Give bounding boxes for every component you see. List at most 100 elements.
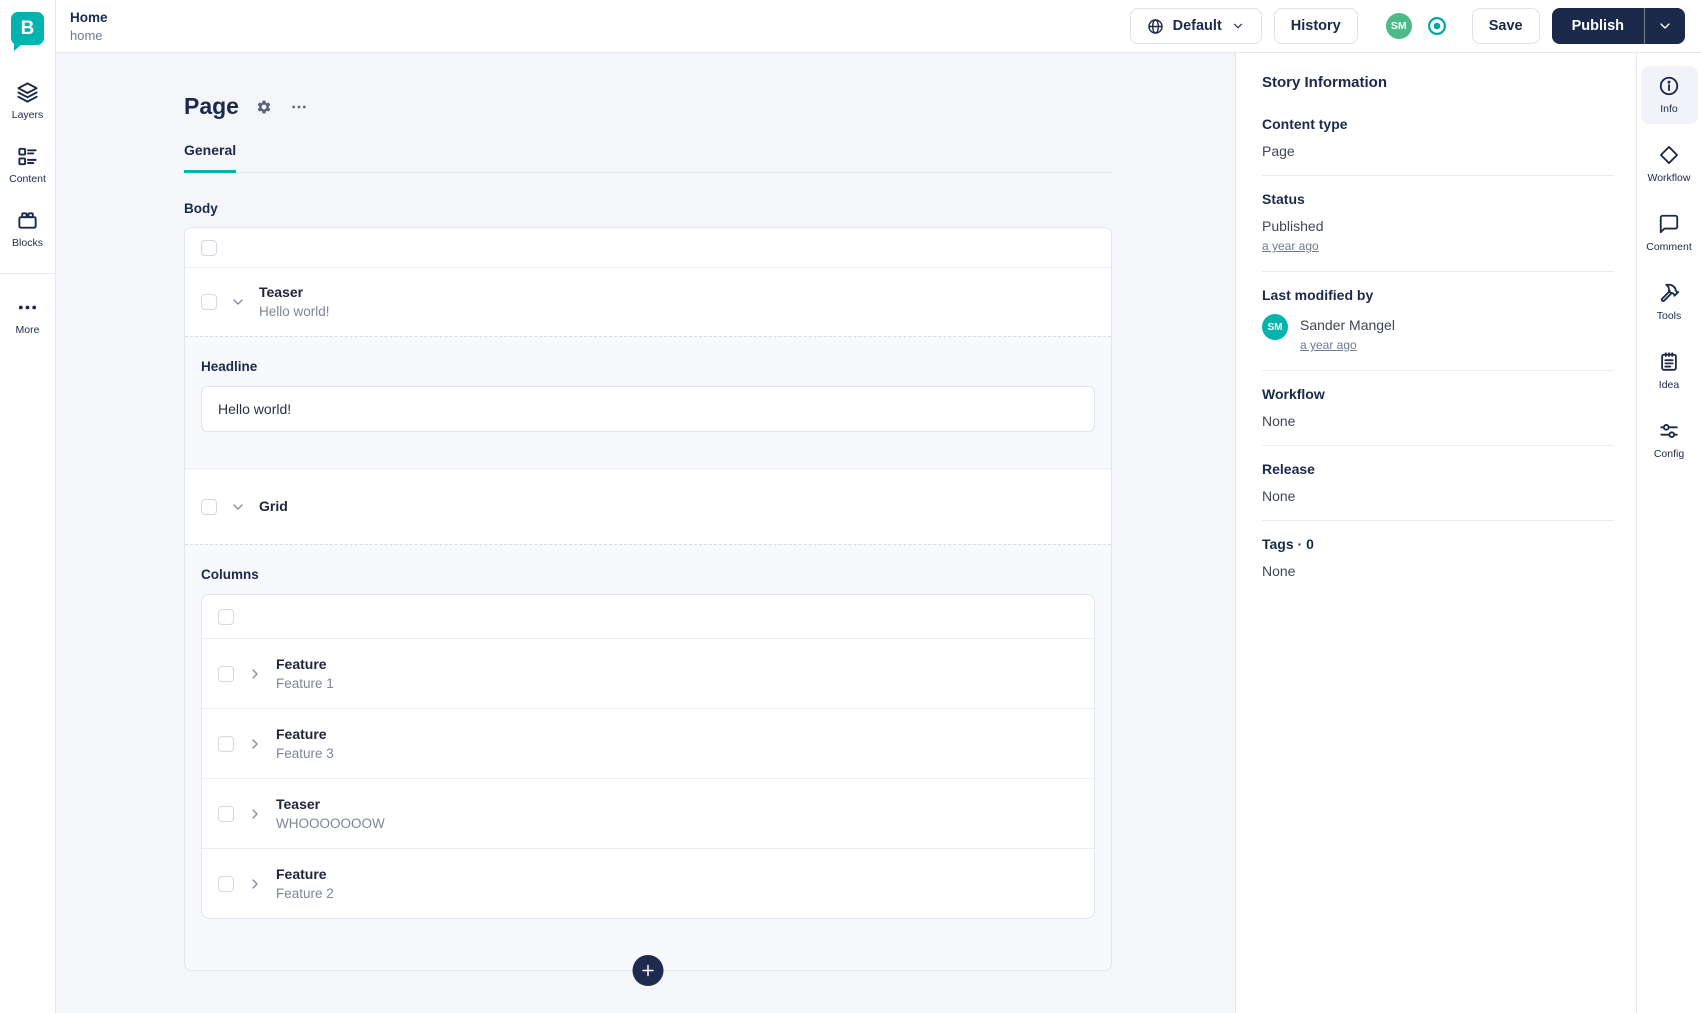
story-title: Home bbox=[70, 9, 108, 25]
columns-blocks-card: Feature Feature 1 Feature Feature 3 bbox=[201, 594, 1095, 919]
column-block-row[interactable]: Feature Feature 1 bbox=[202, 638, 1094, 708]
status-value: Published bbox=[1262, 218, 1324, 234]
comment-bubble-icon bbox=[1658, 213, 1680, 235]
panel-tab-label: Workflow bbox=[1647, 172, 1691, 184]
page-more-options-button[interactable] bbox=[289, 97, 309, 117]
editor-area: Page General Body Teaser Hello world! bbox=[56, 53, 1235, 1013]
workflow-diamond-icon bbox=[1658, 144, 1680, 166]
select-all-checkbox[interactable] bbox=[218, 608, 234, 625]
globe-icon bbox=[1147, 18, 1164, 35]
sidebar-item-blocks[interactable]: Blocks bbox=[0, 205, 55, 253]
add-block-button[interactable] bbox=[632, 955, 664, 986]
presence-indicator-icon[interactable] bbox=[1426, 15, 1448, 37]
page-settings-button[interactable] bbox=[254, 97, 274, 117]
block-checkbox[interactable] bbox=[218, 665, 234, 682]
publish-divider bbox=[1644, 8, 1645, 44]
language-selector-label: Default bbox=[1172, 18, 1222, 34]
block-checkbox[interactable] bbox=[218, 805, 234, 822]
block-type: Grid bbox=[259, 498, 288, 515]
config-sliders-icon bbox=[1658, 420, 1680, 442]
content-list-icon bbox=[16, 145, 39, 168]
panel-divider bbox=[1262, 175, 1614, 176]
right-sidebar: Info Workflow Comment Tools Idea Config bbox=[1636, 53, 1701, 1013]
last-modified-label: Last modified by bbox=[1262, 287, 1374, 303]
sidebar-divider bbox=[0, 273, 55, 274]
headline-input[interactable] bbox=[201, 386, 1095, 432]
chevron-right-icon[interactable] bbox=[247, 736, 263, 752]
column-block-row[interactable]: Teaser WHOOOOOOOW bbox=[202, 778, 1094, 848]
idea-notepad-icon bbox=[1658, 351, 1680, 373]
gear-icon bbox=[256, 99, 272, 115]
panel-tab-label: Tools bbox=[1656, 310, 1682, 322]
publish-options-button[interactable] bbox=[1645, 8, 1685, 44]
sidebar-item-layers[interactable]: Layers bbox=[0, 77, 55, 125]
chevron-down-icon[interactable] bbox=[230, 499, 246, 515]
editor-tabs: General bbox=[184, 142, 1112, 173]
info-icon bbox=[1658, 75, 1680, 97]
grid-expanded-section: Columns Feature Feature 1 bbox=[185, 544, 1111, 970]
history-button[interactable]: History bbox=[1273, 8, 1358, 44]
panel-tab-comment[interactable]: Comment bbox=[1641, 204, 1698, 262]
modifier-avatar: SM bbox=[1262, 314, 1288, 340]
panel-tab-idea[interactable]: Idea bbox=[1641, 342, 1698, 400]
chevron-right-icon[interactable] bbox=[247, 876, 263, 892]
panel-tab-tools[interactable]: Tools bbox=[1641, 273, 1698, 331]
content-type-value: Page bbox=[1262, 143, 1295, 159]
select-all-checkbox[interactable] bbox=[201, 239, 217, 256]
block-row-grid[interactable]: Grid bbox=[185, 468, 1111, 544]
save-button[interactable]: Save bbox=[1471, 8, 1540, 44]
panel-tab-config[interactable]: Config bbox=[1641, 411, 1698, 469]
release-value: None bbox=[1262, 488, 1296, 504]
chevron-right-icon[interactable] bbox=[247, 666, 263, 682]
panel-divider bbox=[1262, 520, 1614, 521]
column-block-row[interactable]: Feature Feature 2 bbox=[202, 848, 1094, 918]
block-preview: WHOOOOOOOW bbox=[276, 815, 385, 831]
block-checkbox[interactable] bbox=[218, 735, 234, 752]
workflow-value: None bbox=[1262, 413, 1296, 429]
story-information-panel: Story Information Content type Page Stat… bbox=[1235, 53, 1636, 1013]
sidebar-item-label: Layers bbox=[11, 109, 44, 121]
block-type: Teaser bbox=[259, 284, 304, 301]
ellipsis-icon bbox=[291, 99, 307, 115]
block-checkbox[interactable] bbox=[218, 875, 234, 892]
publish-button[interactable]: Publish bbox=[1551, 8, 1644, 44]
chevron-right-icon[interactable] bbox=[247, 806, 263, 822]
column-block-row[interactable]: Feature Feature 3 bbox=[202, 708, 1094, 778]
release-label: Release bbox=[1262, 461, 1315, 477]
body-field-label: Body bbox=[184, 201, 218, 216]
block-preview: Feature 3 bbox=[276, 745, 334, 761]
panel-tab-label: Idea bbox=[1658, 379, 1680, 391]
tab-general[interactable]: General bbox=[184, 142, 237, 173]
sidebar-item-content[interactable]: Content bbox=[0, 141, 55, 189]
page-title: Page bbox=[184, 93, 239, 119]
block-type: Feature bbox=[276, 865, 327, 882]
storyblok-logo[interactable]: B bbox=[11, 12, 44, 51]
teaser-expanded-section: Headline bbox=[185, 336, 1111, 468]
panel-tab-label: Info bbox=[1660, 103, 1678, 115]
panel-tab-info[interactable]: Info bbox=[1640, 66, 1698, 124]
block-preview: Hello world! bbox=[259, 304, 330, 320]
panel-divider bbox=[1262, 271, 1614, 272]
tags-label: Tags · 0 bbox=[1262, 536, 1314, 552]
story-breadcrumb: Home home bbox=[70, 10, 108, 43]
modifier-name: Sander Mangel bbox=[1300, 317, 1395, 333]
body-blocks-card: Teaser Hello world! Headline Grid Column… bbox=[184, 227, 1112, 986]
modified-time-link[interactable]: a year ago bbox=[1300, 338, 1357, 352]
blocks-brick-icon bbox=[16, 209, 39, 232]
top-bar: Home home Default History SM Save Publis… bbox=[56, 0, 1701, 53]
layers-icon bbox=[16, 81, 39, 104]
left-sidebar: B Layers Content Blocks More bbox=[0, 0, 56, 1013]
panel-tab-workflow[interactable]: Workflow bbox=[1641, 135, 1698, 193]
block-type: Feature bbox=[276, 655, 327, 672]
chevron-down-icon[interactable] bbox=[230, 294, 246, 310]
block-row-teaser[interactable]: Teaser Hello world! bbox=[185, 268, 1111, 336]
panel-tab-label: Config bbox=[1653, 448, 1685, 460]
language-selector-button[interactable]: Default bbox=[1129, 8, 1262, 44]
block-checkbox[interactable] bbox=[201, 498, 217, 515]
sidebar-item-label: Blocks bbox=[12, 237, 43, 249]
sidebar-item-more[interactable]: More bbox=[0, 292, 55, 340]
status-time-link[interactable]: a year ago bbox=[1262, 239, 1319, 253]
block-checkbox[interactable] bbox=[201, 294, 217, 310]
user-avatar[interactable]: SM bbox=[1385, 13, 1412, 39]
sidebar-item-label: Content bbox=[9, 173, 46, 185]
